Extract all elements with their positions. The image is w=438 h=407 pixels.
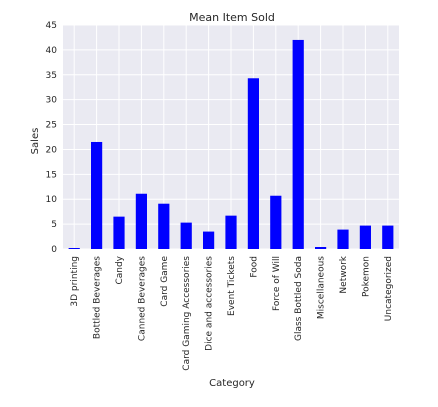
bar-series <box>68 39 394 249</box>
bar <box>91 141 103 249</box>
bar <box>337 229 349 249</box>
x-tick-label: Pokemon <box>361 256 371 297</box>
bar <box>359 225 371 249</box>
bar <box>113 216 125 249</box>
x-tick-label: Canned Beverages <box>137 256 147 341</box>
x-tick-labels: 3D printing Bottled Beverages Candy Canned … <box>70 255 394 370</box>
bar <box>203 231 215 249</box>
x-tick-label: Bottled Beverages <box>93 256 103 339</box>
y-tick-label: 0 <box>51 245 57 255</box>
x-tick-label: Card Gaming Accessories <box>182 256 192 371</box>
x-tick-label: Uncategorized <box>384 256 394 321</box>
bar <box>180 222 192 249</box>
bar <box>68 248 80 249</box>
x-tick-label: Dice and accessories <box>205 256 215 351</box>
bar <box>315 247 327 249</box>
x-tick-label: Force of Will <box>272 256 282 311</box>
x-tick-label: Candy <box>115 255 125 284</box>
y-tick-label: 10 <box>46 195 58 205</box>
x-tick-label: Event Tickets <box>227 256 237 316</box>
x-axis-title: Category <box>209 378 255 389</box>
x-tick-label: Food <box>249 256 259 278</box>
x-tick-label: Glass Bottled Soda <box>294 256 304 341</box>
y-tick-label: 5 <box>51 220 57 230</box>
y-tick-label: 35 <box>46 71 57 81</box>
bar <box>135 193 147 249</box>
bar <box>225 215 237 249</box>
y-tick-label: 25 <box>46 121 57 131</box>
y-tick-label: 15 <box>46 170 57 180</box>
y-tick-label: 45 <box>46 21 57 31</box>
y-tick-label: 20 <box>46 145 58 155</box>
chart-title: Mean Item Sold <box>189 11 275 24</box>
bar <box>382 225 394 249</box>
bar <box>158 203 170 249</box>
y-tick-label: 30 <box>46 96 58 106</box>
x-tick-label: Card Game <box>160 256 170 307</box>
bar <box>247 78 259 249</box>
bar <box>292 39 304 249</box>
y-tick-labels: 0 5 10 15 20 25 30 35 40 45 <box>46 21 58 255</box>
y-tick-label: 40 <box>46 46 58 56</box>
x-tick-label: 3D printing <box>70 256 80 307</box>
bar <box>270 195 282 249</box>
y-axis-title: Sales <box>30 128 41 155</box>
x-tick-label: Miscellaneous <box>317 256 327 319</box>
x-tick-label: Network <box>339 255 349 293</box>
